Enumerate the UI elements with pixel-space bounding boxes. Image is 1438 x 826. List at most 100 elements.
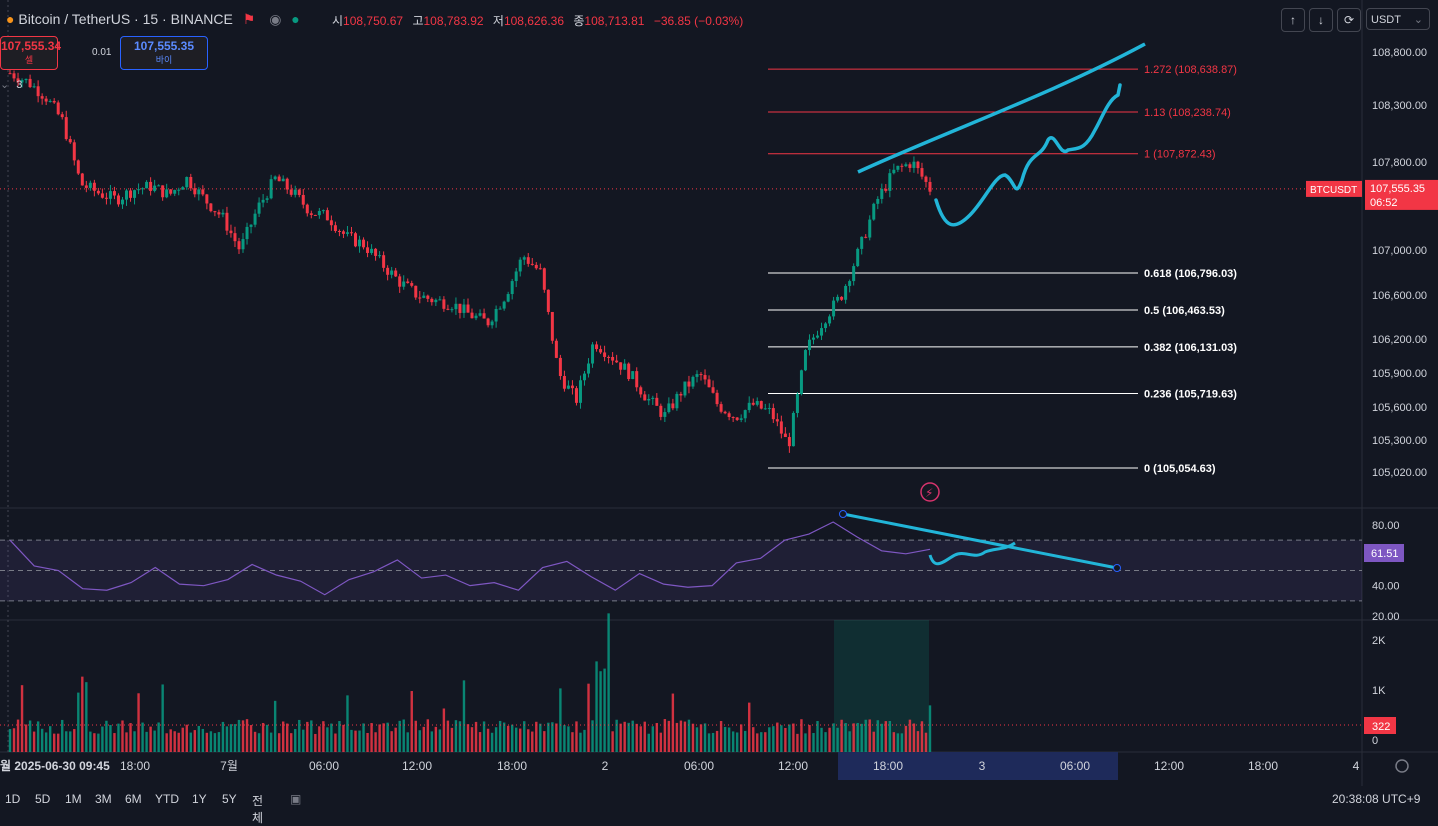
candle-body [486, 318, 490, 326]
range-button-3M[interactable]: 3M [95, 792, 112, 806]
volume-bar [510, 724, 514, 752]
volume-bar [776, 722, 779, 752]
volume-bar [185, 724, 188, 752]
candle-body [44, 98, 48, 102]
volume-bar [607, 613, 610, 752]
range-button-6M[interactable]: 6M [125, 792, 142, 806]
rsi-value-bg [1364, 544, 1404, 562]
scroll-down-button[interactable]: ↓ [1309, 8, 1333, 32]
fib-level-label: 1.272 (108,638.87) [1144, 64, 1237, 76]
currency-select[interactable]: USDT ⌄ [1366, 8, 1430, 30]
volume-bar [719, 720, 723, 752]
volume-bar [880, 723, 883, 752]
candle-body [281, 178, 285, 182]
volume-bar [65, 731, 68, 752]
candle-body [482, 313, 486, 319]
candle-body [892, 169, 896, 174]
buy-button[interactable]: 107,555.35 바이 [120, 36, 208, 70]
range-button-5D[interactable]: 5D [35, 792, 51, 806]
candle-body [643, 394, 647, 401]
range-button-5Y[interactable]: 5Y [222, 792, 237, 806]
volume-bar [157, 722, 160, 752]
volume-bar [133, 731, 136, 752]
ohlc-legend: 시108,750.67 고108,783.92 저108,626.36 종108… [332, 12, 749, 29]
symbol-title[interactable]: ● Bitcoin / TetherUS · 15 · BINANCE ⚑ ◉ … [6, 11, 300, 28]
close-value: 108,713.81 [584, 14, 645, 28]
high-value: 108,783.92 [423, 14, 484, 28]
volume-bar [446, 720, 450, 752]
volume-bar [868, 719, 871, 752]
volume-bar [334, 733, 337, 752]
volume-bar [44, 732, 48, 752]
volume-bar [281, 721, 285, 752]
indicator-legend-toggle[interactable]: ⌄ 3 [0, 78, 22, 91]
candle-body [506, 294, 510, 302]
compare-button[interactable]: ⟳ [1337, 8, 1361, 32]
candle-body [362, 239, 366, 248]
candle-body [767, 408, 771, 410]
chevron-down-icon: ⌄ [1413, 14, 1423, 26]
candle-body [116, 195, 120, 205]
range-button-전체[interactable]: 전체 [252, 794, 264, 825]
volume-bar [161, 684, 164, 752]
volume-bar [257, 733, 261, 752]
range-button-1M[interactable]: 1M [65, 792, 82, 806]
volume-bar [816, 721, 819, 752]
candle-body [675, 393, 679, 409]
settings-gear-icon [1395, 759, 1409, 773]
volume-bar [362, 723, 365, 752]
volume-bar [89, 731, 92, 752]
buy-price: 107,555.35 [133, 39, 195, 53]
volume-bar [390, 731, 393, 752]
range-button-1Y[interactable]: 1Y [192, 792, 207, 806]
scroll-up-button[interactable]: ↑ [1281, 8, 1305, 32]
candle-body [374, 248, 378, 256]
volume-bar [470, 727, 474, 752]
candle-body [663, 412, 667, 417]
volume-bar [836, 727, 839, 752]
candle-body [755, 401, 759, 405]
candle-body [165, 189, 169, 198]
candle-body [490, 321, 494, 326]
candle-body [277, 176, 281, 182]
volume-bar [81, 676, 84, 752]
volume-bar [233, 724, 237, 752]
candle-body [787, 437, 791, 447]
eye-icon[interactable]: ◉ [269, 11, 282, 27]
flag-icon[interactable]: ⚑ [242, 11, 256, 27]
volume-bar [631, 720, 634, 752]
bottom-toolbar: 1D 5D 1M 3M 6M YTD 1Y 5Y 전체 ▣ 20:38:08 UTC+9 [0, 786, 1438, 825]
volume-bar [852, 723, 855, 752]
volume-bar [884, 721, 888, 752]
volume-bar [438, 729, 442, 752]
volume-bar [764, 732, 767, 752]
volume-bar [920, 721, 924, 752]
candle-body [161, 185, 165, 198]
volume-bar [555, 723, 558, 752]
range-button-1D[interactable]: 1D [5, 792, 21, 806]
volume-bar [117, 723, 120, 752]
calendar-icon[interactable]: ▣ [290, 792, 302, 806]
time-tick-label: 3 [979, 759, 986, 773]
candle-body [209, 203, 213, 212]
chart-canvas[interactable]: 108,800.00 108,300.00 107,800.00 107,000.00… [0, 0, 1438, 786]
volume-bar [916, 731, 920, 752]
candle-body [667, 403, 671, 413]
volume-bar [374, 732, 377, 752]
candle-body [129, 190, 133, 198]
volume-bar [832, 723, 835, 752]
volume-bar [800, 719, 803, 752]
volume-bar [294, 729, 297, 752]
candle-body [442, 299, 446, 309]
sell-button[interactable]: 107,555.34 셀 [0, 36, 61, 70]
volume-bar [229, 724, 233, 752]
candle-body [691, 376, 695, 387]
rsi-line [9, 521, 931, 596]
volume-bar [430, 731, 434, 752]
volume-bar [711, 732, 715, 752]
candle-body [763, 408, 767, 410]
volume-bar [141, 722, 144, 752]
time-tick-label: 2 [602, 759, 609, 773]
candle-body [96, 190, 100, 194]
range-button-YTD[interactable]: YTD [155, 792, 179, 806]
